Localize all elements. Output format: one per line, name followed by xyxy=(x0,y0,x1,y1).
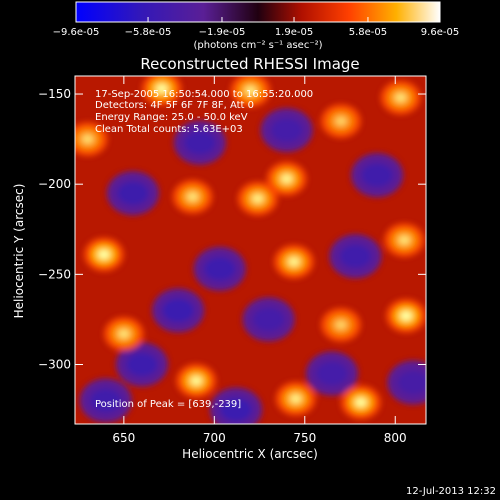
dim-core-7 xyxy=(183,130,216,155)
annotations: 17-Sep-2005 16:50:54.000 to 16:55:20.000… xyxy=(95,89,313,410)
dim-core-5 xyxy=(116,181,149,206)
axes: 650 700 750 800 −150 −200 −250 −300 xyxy=(38,76,426,445)
colorbar-unit: (photons cm⁻² s⁻¹ asec⁻²) xyxy=(193,40,322,51)
y-tick-label: −200 xyxy=(38,177,71,191)
y-tick-label: −150 xyxy=(38,87,71,101)
colorbar-tick-label: 9.6e-05 xyxy=(421,27,459,38)
colorbar: −9.6e-05 −5.8e-05 −1.9e-05 1.9e-05 5.8e-05 9.… xyxy=(53,1,459,51)
bright-peak-9 xyxy=(186,191,199,202)
annotation-peak: Position of Peak = [639,-239] xyxy=(95,399,241,410)
annotation-clean: Clean Total counts: 5.63E+03 xyxy=(95,124,243,135)
dim-core-2 xyxy=(203,256,236,281)
bright-peak-4 xyxy=(190,375,203,386)
heatmap-blobs xyxy=(75,76,426,424)
plot-frame xyxy=(74,75,427,425)
annotation-energy: Energy Range: 25.0 - 50.0 keV xyxy=(95,112,248,123)
dim-core-10 xyxy=(89,388,122,413)
colorbar-tick-label: −9.6e-05 xyxy=(53,27,100,38)
dim-core-8 xyxy=(315,361,348,386)
colorbar-tick-label: 5.8e-05 xyxy=(349,27,387,38)
bright-peak-13 xyxy=(334,319,347,330)
y-tick-label: −250 xyxy=(38,267,71,281)
bright-peak-2 xyxy=(280,173,293,184)
bright-peak-0 xyxy=(97,249,110,260)
dim-core-12 xyxy=(397,370,426,395)
x-tick-label: 800 xyxy=(384,431,407,445)
bright-peak-6 xyxy=(400,310,413,321)
heatmap-area xyxy=(75,76,426,424)
chart-title: Reconstructed RHESSI Image xyxy=(140,55,359,73)
bright-peak-14 xyxy=(398,235,411,246)
dim-core-4 xyxy=(361,163,394,188)
colorbar-tick-label: 1.9e-05 xyxy=(275,27,313,38)
dim-core-6 xyxy=(270,118,303,143)
bright-peak-16 xyxy=(334,116,347,127)
bright-peak-11 xyxy=(394,92,407,103)
dim-core-3 xyxy=(125,352,158,377)
colorbar-ticks: −9.6e-05 −5.8e-05 −1.9e-05 1.9e-05 5.8e-05 9.… xyxy=(53,17,459,38)
bright-peak-15 xyxy=(81,134,94,145)
y-axis-label: Heliocentric Y (arcsec) xyxy=(12,184,26,319)
bright-peak-10 xyxy=(244,85,257,96)
annotation-detectors: Detectors: 4F 5F 6F 7F 8F, Att 0 xyxy=(95,100,254,111)
x-tick-label: 650 xyxy=(112,431,135,445)
x-tick-label: 750 xyxy=(293,431,316,445)
colorbar-gradient xyxy=(76,2,440,22)
colorbar-tick-label: −1.9e-05 xyxy=(199,27,246,38)
bright-peak-12 xyxy=(117,328,130,339)
bright-peak-7 xyxy=(287,256,300,267)
bright-peak-3 xyxy=(251,193,264,204)
x-axis-label: Heliocentric X (arcsec) xyxy=(182,447,318,461)
dim-core-9 xyxy=(339,244,372,269)
dim-core-1 xyxy=(220,397,253,422)
colorbar-frame xyxy=(75,1,441,23)
bright-peak-8 xyxy=(289,393,302,404)
dim-core-11 xyxy=(252,307,285,332)
footer-date: 12-Jul-2013 12:32 xyxy=(406,486,496,497)
x-tick-label: 700 xyxy=(203,431,226,445)
colorbar-tick-label: −5.8e-05 xyxy=(125,27,172,38)
bright-peak-5 xyxy=(354,397,367,408)
dim-core-0 xyxy=(162,298,195,323)
annotation-time: 17-Sep-2005 16:50:54.000 to 16:55:20.000 xyxy=(95,89,313,100)
bright-peak-1 xyxy=(155,83,168,94)
y-tick-label: −300 xyxy=(38,357,71,371)
